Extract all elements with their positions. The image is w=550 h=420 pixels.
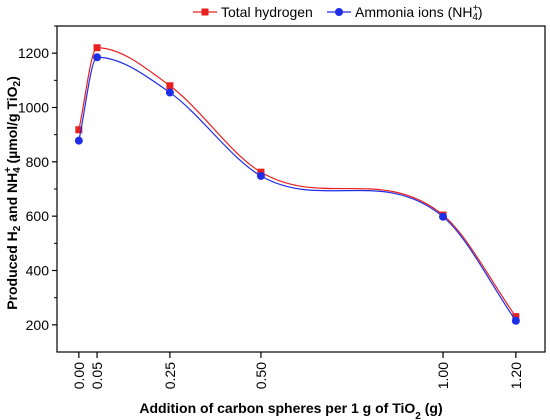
data-point-circle	[256, 171, 265, 180]
data-point-circle	[93, 53, 102, 62]
y-tick-label: 1000	[18, 100, 49, 116]
y-tick-label: 400	[26, 263, 50, 279]
x-tick-label: 0.25	[162, 362, 178, 389]
x-tick-label: 0.05	[89, 362, 105, 389]
legend-marker-circle	[335, 8, 343, 16]
x-axis-title: Addition of carbon spheres per 1 g of Ti…	[139, 400, 442, 420]
data-point-circle	[74, 136, 83, 145]
y-axis-title: Produced H2 and NH+4 (µmol/g TiO2)	[3, 76, 23, 310]
legend-label: Total hydrogen	[221, 4, 313, 20]
y-tick-label: 1200	[18, 45, 49, 61]
y-tick-label: 200	[26, 317, 50, 333]
data-point-circle	[439, 212, 448, 221]
y-tick-label: 800	[26, 154, 50, 170]
data-point-circle	[165, 88, 174, 97]
data-point-square	[512, 313, 520, 321]
data-point-square	[93, 44, 101, 52]
data-point-circle	[511, 316, 520, 325]
data-point-square	[166, 82, 174, 90]
x-tick-label: 0.00	[71, 362, 87, 389]
legend-label: Ammonia ions (NH+ 4)	[355, 3, 483, 23]
x-tick-label: 1.00	[435, 362, 451, 389]
x-tick-label: 0.50	[253, 362, 269, 389]
series-line-1	[78, 56, 517, 322]
legend-marker-square	[201, 8, 209, 16]
y-tick-label: 600	[26, 208, 50, 224]
series-line-0	[78, 47, 517, 318]
x-tick-label: 1.20	[508, 362, 524, 389]
data-point-square	[75, 126, 83, 134]
